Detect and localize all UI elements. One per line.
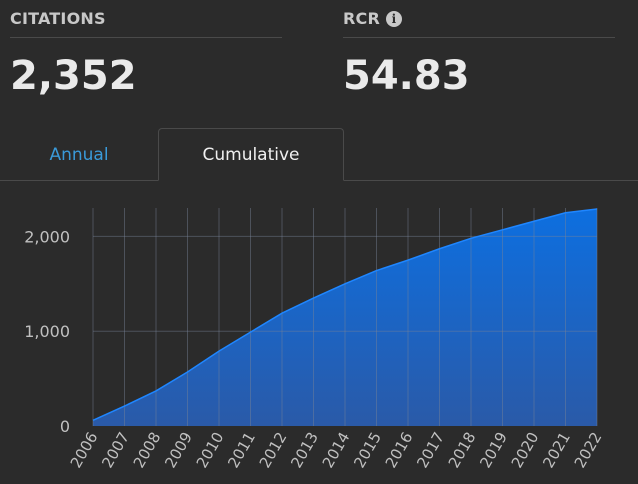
cumulative-citations-chart: 0 1,000 2,000 2006 2007 2008 2009 2010 2011 2012 2… (0, 190, 638, 484)
x-tick-label: 2012 (256, 429, 291, 471)
info-icon[interactable]: i (385, 10, 402, 27)
x-tick-label: 2011 (224, 429, 259, 471)
cumulative-line (92, 208, 598, 421)
rcr-label: RCR (343, 9, 380, 28)
x-tick-label: 2019 (476, 429, 511, 471)
x-tick-label: 2008 (130, 429, 165, 471)
rcr-stat: RCR i 54.83 (343, 0, 615, 100)
tab-annual[interactable]: Annual (49, 144, 109, 165)
rcr-header: RCR i (343, 0, 615, 38)
rcr-value: 54.83 (343, 53, 470, 99)
x-tick-label: 2006 (67, 429, 102, 471)
x-tick-label: 2018 (445, 429, 480, 471)
x-tick-label: 2013 (287, 429, 322, 471)
x-tick-label: 2016 (382, 429, 417, 471)
x-tick-label: 2009 (161, 429, 196, 471)
x-tick-label: 2010 (193, 429, 228, 471)
tab-cumulative[interactable]: Cumulative (158, 128, 344, 181)
x-tick-label: 2014 (319, 429, 354, 471)
citations-label: CITATIONS (10, 9, 106, 28)
x-tick-label: 2020 (508, 429, 543, 471)
y-tick-label: 2,000 (24, 227, 70, 246)
x-tick-label: 2021 (539, 429, 574, 471)
citations-header: CITATIONS (10, 0, 282, 38)
citations-value: 2,352 (10, 53, 137, 99)
chart-tabs: Annual Cumulative (0, 128, 638, 181)
y-tick-label: 0 (60, 417, 70, 436)
area-chart: 01,0002,00020062007200820092010201120122… (24, 208, 606, 471)
x-tick-label: 2017 (413, 429, 448, 471)
citations-stat: CITATIONS 2,352 (10, 0, 282, 100)
x-tick-label: 2007 (98, 429, 133, 471)
y-tick-label: 1,000 (24, 322, 70, 341)
cumulative-area (93, 208, 597, 426)
x-tick-label: 2015 (350, 429, 385, 471)
x-tick-label: 2022 (571, 429, 606, 471)
